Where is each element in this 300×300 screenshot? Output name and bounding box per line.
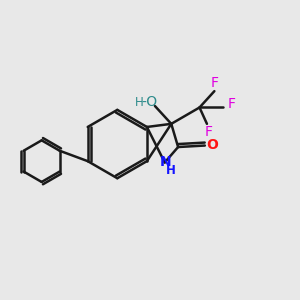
Text: F: F [204, 125, 212, 139]
Text: F: F [228, 97, 236, 111]
Text: -O: -O [142, 95, 158, 110]
Text: H: H [135, 96, 144, 109]
Text: O: O [207, 138, 218, 152]
Text: F: F [210, 76, 218, 90]
Text: H: H [166, 164, 176, 177]
Text: N: N [160, 155, 172, 169]
